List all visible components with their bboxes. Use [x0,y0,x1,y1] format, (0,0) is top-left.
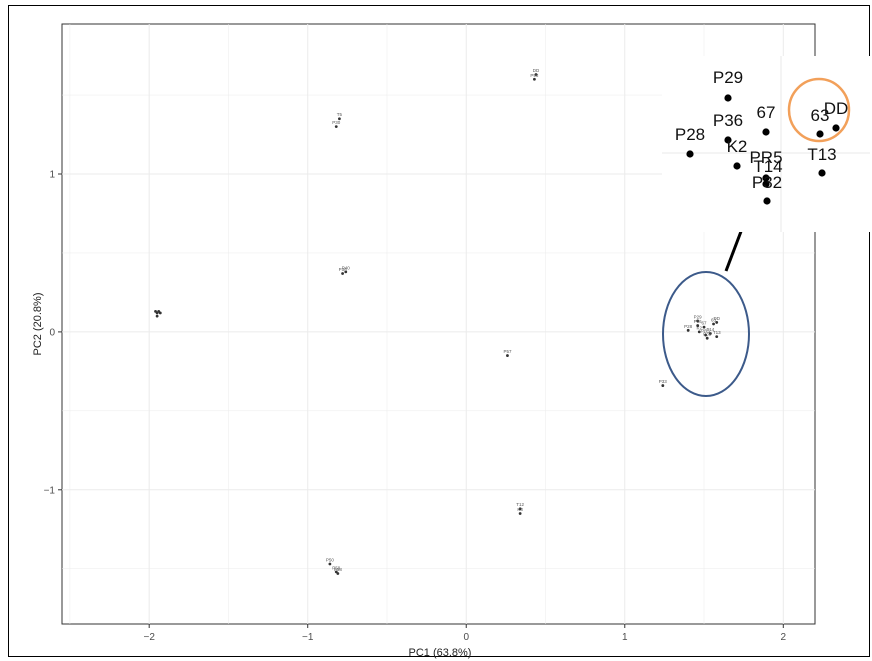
data-point [328,562,332,566]
inset-point [816,130,824,138]
data-point [696,319,700,323]
data-point [518,512,522,515]
point-label: T12 [516,502,524,507]
point-label: P58 [334,567,343,572]
x-tick-label: −2 [143,632,155,643]
point-label: P59 [332,565,341,570]
axis-ticks: −2 −1 0 1 2 −1 0 1 [44,170,787,644]
data-point [338,117,341,121]
inset-point-label: P28 [675,125,705,144]
inset-background [662,56,870,232]
point-label: DD [533,68,540,73]
data-point [705,336,709,340]
data-point [506,354,509,357]
inset-point [762,174,770,182]
point-label: P30 [332,120,341,125]
x-tick-label: −1 [302,632,314,643]
orange-highlight-circle [787,77,851,143]
data-point [715,335,719,339]
data-point [686,328,690,332]
inset-point-label: T13 [807,145,836,164]
figure-frame [8,5,870,657]
point-label: P36 [339,267,348,272]
x-tick-label: 2 [781,632,787,643]
point-label: P29 [694,314,703,319]
blue-cluster-ellipse [662,271,750,397]
y-tick-label: 1 [49,170,55,181]
inset-point [686,150,694,158]
point-label: T5 [337,112,343,117]
inset-point-label: P32 [752,173,782,192]
data-point [661,384,665,387]
data-point [158,311,162,315]
inset-point [724,136,732,144]
y-tick-label: −1 [44,485,56,496]
data-point [696,324,700,327]
x-tick-label: 0 [463,632,469,643]
point-label: 63 [711,318,717,323]
data-point [712,322,715,326]
data-point [697,330,701,334]
point-label: P40 [342,265,351,270]
x-axis-title: PC1 (63.8%) [409,647,472,659]
data-point [155,314,159,318]
point-label: 67 [702,321,708,326]
inset-point [733,162,741,170]
inset-point [763,197,771,205]
data-point [518,507,522,511]
point-label: P32 [703,332,712,337]
inset-point-label: 63 [811,106,830,125]
inset-point [818,169,826,177]
inset-point-label: PR5 [749,148,782,167]
data-point [708,332,712,335]
inset-point [762,128,770,136]
inset-point-label: P29 [713,68,743,87]
data-point [334,125,338,129]
inset-point [832,124,840,132]
point-label: P36 [694,319,703,324]
inset-point-label: 67 [757,103,776,122]
inset-point-label: T14 [753,157,782,176]
inset-point-label: DD [824,99,849,118]
point-label: P98 [530,73,539,78]
point-label: P33 [659,379,668,384]
point-label: T13 [713,330,721,335]
data-point [533,77,536,81]
inset-point [724,94,732,102]
inset-point-label: K2 [727,137,748,156]
y-axis-title: PC2 (20.8%) [32,293,44,356]
data-point [336,572,340,575]
data-point [341,272,344,275]
inset-point [762,180,770,188]
inset-point-label: P36 [713,111,743,130]
point-label: P50 [326,558,335,563]
point-labels: T5P30P40P36P50P59P58DDP98P57T12K3P33P29P… [326,68,721,572]
point-label: P57 [503,349,512,354]
point-label: K2 [697,325,703,330]
point-label: PR5 [701,329,710,334]
data-point [702,325,706,329]
y-tick-label: 0 [49,327,55,338]
point-label: P28 [684,324,693,329]
data-point [704,333,708,337]
data-points [154,73,719,575]
data-point [534,73,538,76]
point-label: K3 [517,507,523,512]
point-label: DD [713,316,720,321]
x-tick-label: 1 [622,632,628,643]
data-point [344,270,348,274]
data-point [715,321,719,324]
point-label: T14 [706,327,714,332]
